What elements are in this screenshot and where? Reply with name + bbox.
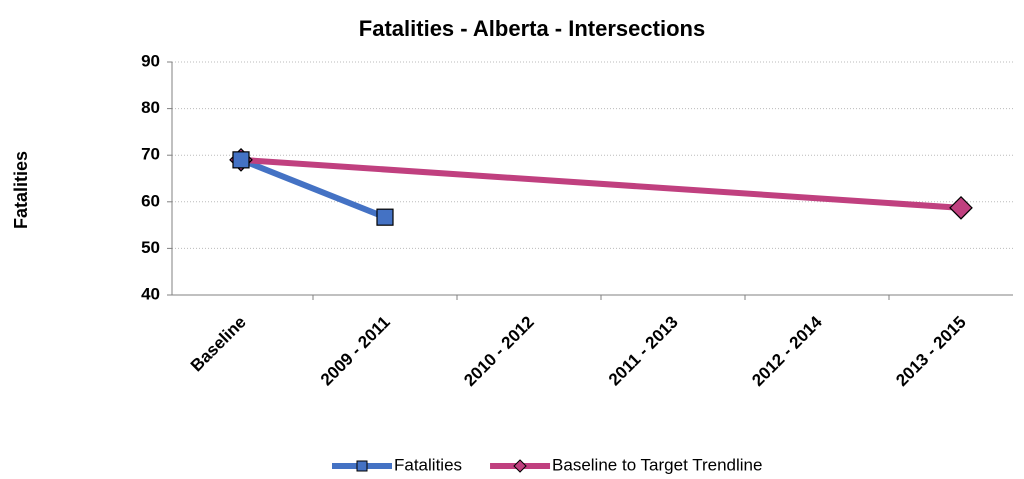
- legend-label: Baseline to Target Trendline: [552, 455, 762, 474]
- marker: [949, 196, 973, 220]
- chart-title: Fatalities - Alberta - Intersections: [359, 16, 705, 41]
- y-tick-label: 70: [141, 145, 160, 164]
- line: [240, 156, 962, 211]
- y-axis-label: Fatalities: [11, 151, 31, 229]
- line: [239, 157, 387, 220]
- legend-label: Fatalities: [394, 455, 462, 474]
- marker: [376, 208, 394, 226]
- y-tick-label: 60: [141, 191, 160, 210]
- x-tick-label: 2013 - 2015: [892, 312, 970, 390]
- y-tick-label: 40: [141, 284, 160, 303]
- x-tick-label: 2011 - 2013: [605, 312, 682, 389]
- y-tick-label: 50: [141, 238, 160, 257]
- y-tick-label: 90: [141, 51, 160, 70]
- x-tick-label: 2012 - 2014: [748, 312, 826, 390]
- x-tick-label: Baseline: [187, 312, 250, 375]
- x-tick-label: 2010 - 2012: [460, 312, 538, 390]
- legend-marker: [356, 460, 368, 472]
- marker: [232, 151, 250, 169]
- legend-marker: [513, 459, 527, 473]
- y-tick-label: 80: [141, 98, 160, 117]
- x-tick-label: 2009 - 2011: [317, 312, 394, 389]
